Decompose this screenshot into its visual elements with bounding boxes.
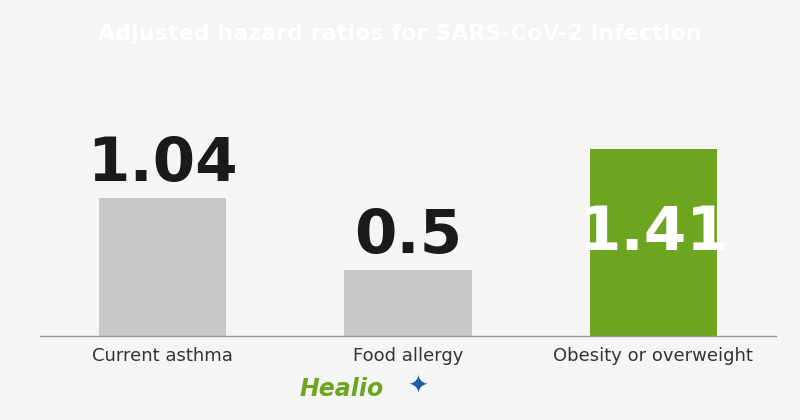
Text: Healio: Healio <box>300 376 384 401</box>
Text: 1.04: 1.04 <box>87 135 238 194</box>
Text: 0.5: 0.5 <box>354 207 462 266</box>
Text: 1.41: 1.41 <box>578 204 729 262</box>
Bar <box>590 149 717 336</box>
Bar <box>344 270 472 336</box>
Text: ✦: ✦ <box>408 374 429 399</box>
Bar <box>99 198 226 336</box>
Text: Adjusted hazard ratios for SARS-CoV-2 infection: Adjusted hazard ratios for SARS-CoV-2 in… <box>98 24 702 44</box>
